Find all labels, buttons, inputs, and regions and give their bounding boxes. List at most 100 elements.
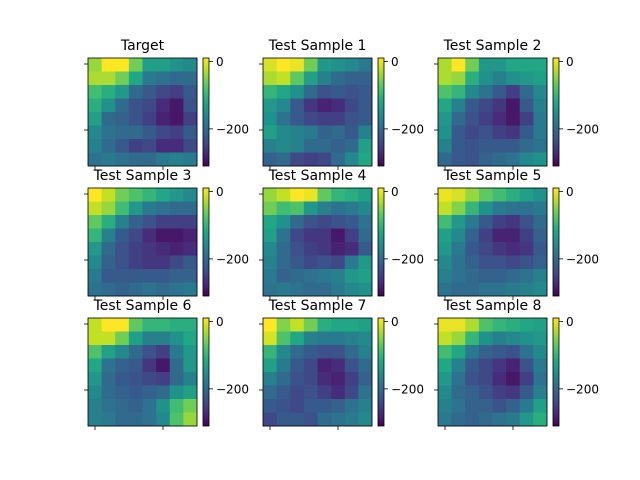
heatmap-cell <box>276 98 291 113</box>
heatmap-cell <box>303 331 318 346</box>
heatmap-cell <box>506 85 521 99</box>
heatmap-cell <box>290 412 305 427</box>
heatmap-cell <box>276 215 291 229</box>
heatmap-cell <box>492 139 507 153</box>
heatmap-cell <box>492 269 507 283</box>
heatmap-cell <box>451 372 466 386</box>
heatmap-cell <box>358 71 373 86</box>
heatmap-cell <box>331 139 346 153</box>
heatmap-cell <box>263 201 278 216</box>
heatmap-cell <box>478 152 493 167</box>
heatmap-cell <box>276 71 291 86</box>
heatmap-cell <box>506 139 521 153</box>
heatmap-cell <box>465 269 480 283</box>
heatmap-cell <box>331 58 346 72</box>
heatmap-cell <box>344 282 359 297</box>
heatmap-cell <box>263 215 278 229</box>
heatmap-cell <box>101 358 116 373</box>
heatmap-cell <box>169 188 184 202</box>
heatmap-frame <box>262 317 373 427</box>
heatmap-frame <box>437 187 548 297</box>
heatmap-cell <box>492 385 507 400</box>
heatmap-cell <box>519 228 534 243</box>
heatmap-cell <box>465 282 480 297</box>
heatmap-cell <box>156 282 171 297</box>
heatmap-cell <box>115 269 130 283</box>
heatmap-cell <box>317 112 332 126</box>
heatmap-cell <box>290 331 305 346</box>
heatmap-cell <box>101 152 116 167</box>
heatmap-cell <box>101 385 116 400</box>
heatmap-cell <box>451 345 466 359</box>
heatmap-cell <box>358 139 373 153</box>
heatmap-cell <box>438 139 453 153</box>
colorbar-gradient <box>553 318 559 426</box>
heatmap-cell <box>156 152 171 167</box>
heatmap-cell <box>331 188 346 202</box>
heatmap-panel: Test Sample 7 0 −200 <box>259 298 424 430</box>
heatmap-cell <box>465 201 480 216</box>
heatmap-cell <box>465 255 480 270</box>
heatmap-cell <box>88 228 103 243</box>
heatmap-cell <box>533 71 548 86</box>
heatmap-cell <box>533 412 548 427</box>
heatmap-cell <box>492 201 507 216</box>
heatmap-cell <box>506 58 521 72</box>
heatmap-cell <box>263 412 278 427</box>
heatmap-cell <box>331 399 346 413</box>
heatmap-cell <box>142 242 157 256</box>
colorbar-tick-label: −200 <box>566 252 599 266</box>
heatmap-cell <box>101 58 116 72</box>
heatmap-panel: Test Sample 5 0 −200 <box>434 168 599 300</box>
colorbar-tick-label: −200 <box>391 382 424 396</box>
heatmap-cell <box>358 152 373 167</box>
heatmap-cell <box>276 358 291 373</box>
colorbar-gradient <box>203 58 209 166</box>
heatmap-cell <box>156 372 171 386</box>
heatmap-cell <box>128 98 143 113</box>
heatmap-cell <box>317 58 332 72</box>
heatmap-cell <box>156 318 171 332</box>
heatmap-cell <box>290 228 305 243</box>
heatmap-cell <box>492 228 507 243</box>
heatmap-cell <box>290 188 305 202</box>
heatmap-cell <box>533 358 548 373</box>
heatmap-cell <box>142 85 157 99</box>
heatmap-cell <box>519 385 534 400</box>
heatmap-cell <box>478 188 493 202</box>
colorbar-gradient <box>553 188 559 296</box>
heatmap-cell <box>101 372 116 386</box>
heatmap-cell <box>183 318 198 332</box>
heatmap-cell <box>303 358 318 373</box>
heatmap-cell <box>183 358 198 373</box>
heatmap-cell <box>263 85 278 99</box>
heatmap-cell <box>344 255 359 270</box>
heatmap-cell <box>358 85 373 99</box>
heatmap-cell <box>115 215 130 229</box>
heatmap-cell <box>506 228 521 243</box>
colorbar-tick-label: 0 <box>566 185 574 199</box>
colorbar-frame <box>377 57 385 167</box>
heatmap-cell <box>128 71 143 86</box>
heatmap-cell <box>438 201 453 216</box>
heatmap-cell <box>142 412 157 427</box>
heatmap-cell <box>438 98 453 113</box>
heatmap-cell <box>303 139 318 153</box>
heatmap-cell <box>451 215 466 229</box>
heatmap-cell <box>128 112 143 126</box>
heatmap-cell <box>101 125 116 140</box>
heatmap-cell <box>451 85 466 99</box>
heatmap-cell <box>290 98 305 113</box>
heatmap-cell <box>156 188 171 202</box>
heatmap-cell <box>451 71 466 86</box>
heatmap-cell <box>303 112 318 126</box>
heatmap-cell <box>142 139 157 153</box>
heatmap-cell <box>519 71 534 86</box>
heatmap-cell <box>101 399 116 413</box>
heatmap-cell <box>183 98 198 113</box>
heatmap-cell <box>478 98 493 113</box>
colorbar-frame <box>552 317 560 427</box>
heatmap-cell <box>169 412 184 427</box>
heatmap-cell <box>465 125 480 140</box>
